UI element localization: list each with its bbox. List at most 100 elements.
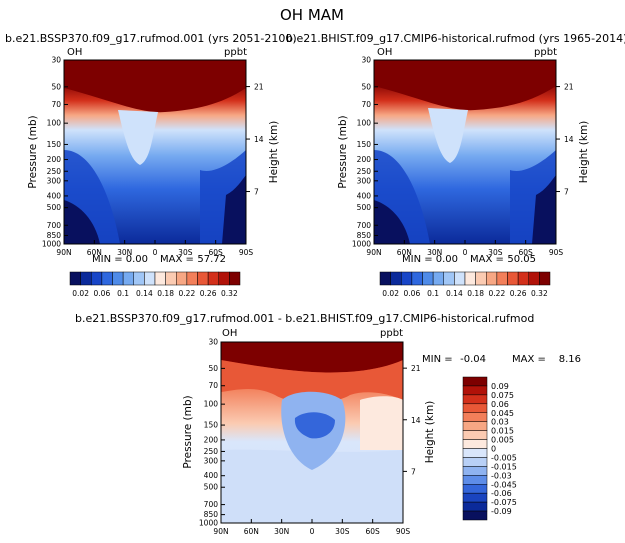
panel-future-axes-ytick-label: 250: [47, 167, 62, 176]
panel-historical-colorbar-swatch: [507, 271, 519, 286]
panel-difference-colorbar-label: 0.09: [491, 382, 509, 391]
panel-difference-colorbar-label: 0: [491, 445, 496, 454]
panel-future-colorbar-swatch: [218, 271, 230, 286]
panel-historical-axes-ytick-label: 400: [357, 191, 372, 200]
panel-future-axes-height-tick-label: 21: [254, 83, 264, 92]
panel-historical-colorbar-label: 0.14: [446, 289, 463, 298]
panel-difference-axes-ytick-label: 100: [204, 400, 219, 409]
panel-historical-colorbar: 0.02 0.06 0.1 0.14 0.18 0.22 0.26 0.32: [379, 271, 551, 298]
panel-difference-max: 8.16: [559, 354, 581, 365]
panel-future-colorbar-label: 0.1: [117, 289, 129, 298]
panel-historical-colorbar-swatch: [539, 271, 551, 286]
panel-difference-colorbar-swatch: [462, 501, 488, 512]
panel-future-colorbar-label: 0.22: [179, 289, 196, 298]
panel-future-colorbar-swatch: [207, 271, 219, 286]
panel-historical-colorbar-label: 0.18: [467, 289, 484, 298]
panel-historical-colorbar-label: 0.1: [427, 289, 439, 298]
panel-historical-colorbar-swatch: [443, 271, 455, 286]
panel-future-colorbar-swatch: [91, 271, 103, 286]
panel-historical-axes-ytick-label: 70: [361, 100, 371, 109]
panel-future-axes-height-tick-label: 7: [254, 188, 259, 197]
panel-historical-deep-lower-left: [374, 200, 410, 244]
panel-difference-colorbar-swatch: [462, 439, 488, 449]
panel-future-axes-xtick-label: 0: [153, 248, 158, 257]
panel-difference-colorbar-swatch: [462, 430, 488, 440]
panel-historical-colorbar-label: 0.06: [404, 289, 421, 298]
panel-future-plot: [63, 59, 247, 245]
panel-future-axes-height-tick-label: 14: [254, 135, 264, 144]
panel-difference-units: ppbt: [380, 328, 403, 339]
panel-future-axes-ytick-label: 400: [47, 191, 62, 200]
panel-difference-axes-ytick-label: 250: [204, 447, 219, 456]
panel-difference-positive-band: [221, 360, 403, 403]
panel-historical-axes-xtick-label: 0: [463, 248, 468, 257]
panel-historical-max: 50.05: [507, 254, 536, 265]
panel-future-axes-ytick-label: 50: [51, 82, 61, 91]
panel-future-axes-ytick-label: 1000: [42, 240, 61, 249]
panel-future-min: 0.00: [126, 254, 148, 265]
panel-future-colorbar-label: 0.06: [94, 289, 111, 298]
panel-historical-title: b.e21.BHIST.f09_g17.CMIP6-historical.ruf…: [286, 32, 625, 45]
panel-historical-colorbar-label: 0.32: [531, 289, 548, 298]
panel-difference-left-label: OH: [222, 328, 237, 339]
panel-difference-axes-ytick-label: 400: [204, 471, 219, 480]
panel-future-colorbar-swatch: [144, 271, 156, 286]
panel-difference-right-pink: [360, 396, 403, 450]
panel-future-axes-xtick-label: 30N: [117, 248, 132, 257]
panel-historical-max-label: MAX =: [470, 254, 504, 265]
panel-historical-colorbar-swatch: [517, 271, 529, 286]
panel-future-colorbar-label: 0.26: [200, 289, 217, 298]
panel-future-axes-ytick-label: 850: [47, 231, 62, 240]
panel-historical-axes-height-tick-label: 14: [564, 135, 574, 144]
panel-future-colorbar-label: 0.32: [221, 289, 238, 298]
panel-historical-colorbar-swatch: [454, 271, 466, 286]
panel-difference-axes-ytick-label: 70: [208, 381, 218, 390]
panel-difference-colorbar-label: -0.015: [491, 462, 517, 471]
panel-difference-colorbar-swatch: [462, 376, 488, 387]
panel-historical-min: 0.00: [436, 254, 458, 265]
panel-difference-axes-height-tick-label: 7: [411, 467, 416, 476]
panel-future-left-label: OH: [67, 47, 82, 58]
panel-historical-axes-ytick-label: 850: [357, 231, 372, 240]
panel-future-colorbar-swatch: [101, 271, 113, 286]
panel-difference-axes-xtick-label: 90N: [213, 527, 228, 536]
panel-historical-axes-xtick-label: 60S: [519, 248, 534, 257]
panel-difference-axes-ytick-label: 500: [204, 483, 219, 492]
panel-difference-colorbar-label: -0.03: [491, 471, 512, 480]
panel-future-min-label: MIN =: [92, 254, 123, 265]
panel-difference-axes-ytick-label: 700: [204, 500, 219, 509]
panel-difference-colorbar-label: 0.005: [491, 436, 514, 445]
panel-difference-colorbar-label: -0.075: [491, 498, 517, 507]
panel-difference-colorbar-swatch: [462, 421, 488, 431]
panel-historical-axes-ytick-label: 30: [361, 56, 371, 65]
panel-historical-colorbar-swatch: [390, 271, 402, 286]
panel-future-axes-xtick-label: 30S: [178, 248, 193, 257]
panel-historical-axes-ytick-label: 1000: [352, 240, 371, 249]
panel-difference-ylabel-right: Height (km): [424, 401, 436, 464]
panel-difference-colorbar-swatch: [462, 457, 488, 467]
panel-future-colorbar-swatch: [176, 271, 188, 286]
panel-future-deep-lower-left: [64, 200, 100, 244]
panel-historical-axes-ytick-label: 200: [357, 155, 372, 164]
panel-historical-axes-xtick-label: 90S: [549, 248, 564, 257]
panel-difference-min-label: MIN =: [422, 354, 453, 365]
panel-historical-axes-ytick-label: 50: [361, 82, 371, 91]
panel-difference-plot: [220, 341, 404, 524]
panel-historical-axes-xtick-label: 30N: [427, 248, 442, 257]
panel-future-units: ppbt: [224, 47, 247, 58]
panel-historical-units: ppbt: [534, 47, 557, 58]
panel-historical-axes-xtick-label: 60N: [397, 248, 412, 257]
panel-future-colorbar-swatch: [122, 271, 134, 286]
panel-future-axes-xtick-label: 90N: [56, 248, 71, 257]
panel-difference-colorbar-swatch: [462, 466, 488, 476]
panel-difference-colorbar-label: 0.075: [491, 391, 514, 400]
panel-difference-colorbar-label: -0.09: [491, 507, 512, 516]
panel-difference-axes-height-tick-label: 14: [411, 416, 421, 425]
panel-future-red-dome: [64, 60, 246, 113]
panel-historical-ylabel: Pressure (mb): [337, 115, 349, 188]
panel-future-colorbar-swatch: [112, 271, 124, 286]
panel-difference-colorbar-swatch: [462, 385, 488, 396]
panel-difference-colorbar-swatch: [462, 412, 488, 422]
panel-future-colorbar-label: 0.02: [72, 289, 89, 298]
panel-historical-axes-xtick-label: 30S: [488, 248, 503, 257]
